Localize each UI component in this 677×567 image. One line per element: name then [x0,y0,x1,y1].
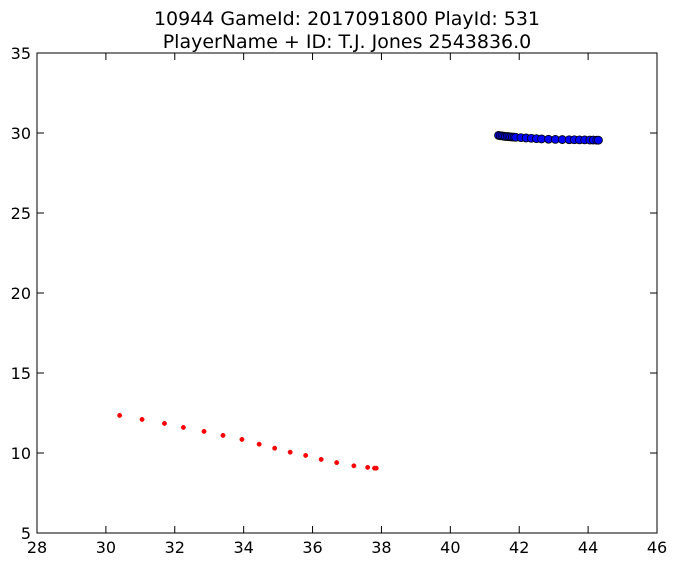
red-point [318,456,324,462]
x-tick-label: 28 [27,538,47,557]
red-point [272,445,278,451]
red-point [220,432,226,438]
x-tick-label: 36 [302,538,322,557]
red-point [287,449,293,455]
red-point [117,412,123,418]
y-tick-label: 35 [11,44,31,63]
red-point [351,463,357,469]
plot-area: 28 30 32 34 36 38 40 42 44 46 5 10 15 20 25 30 35 [11,44,668,557]
red-point [303,452,309,458]
x-tick-label: 32 [165,538,185,557]
y-tick-label: 15 [11,364,31,383]
red-point [373,465,379,471]
blue-point [594,135,603,145]
y-tick-label: 20 [11,284,31,303]
red-point [365,464,371,470]
x-tick-label: 30 [96,538,116,557]
plot-frame [36,52,658,534]
x-tick-label: 34 [233,538,253,557]
x-tick-label: 38 [371,538,391,557]
x-tick-label: 44 [578,538,598,557]
chart-subtitle: PlayerName + ID: T.J. Jones 2543836.0 [163,31,532,53]
chart-title: 10944 GameId: 2017091800 PlayId: 531 [154,8,540,30]
plot-background [37,53,657,533]
x-tick-label: 46 [647,538,667,557]
y-tick-label: 30 [11,124,31,143]
x-tick-label: 40 [440,538,460,557]
series-0 [494,130,603,145]
red-point [201,428,207,434]
red-point [161,420,167,426]
red-point [256,441,262,447]
red-point [334,460,340,466]
y-tick-label: 10 [11,444,31,463]
red-point [239,436,245,442]
y-tick-label: 5 [21,524,31,543]
red-point [139,416,145,422]
series-1 [117,412,379,471]
red-point [180,424,186,430]
x-tick-label: 42 [509,538,529,557]
y-tick-label: 25 [11,204,31,223]
